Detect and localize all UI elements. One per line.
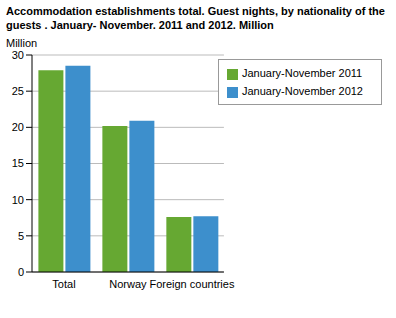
svg-text:0: 0 bbox=[18, 266, 24, 278]
svg-text:Total: Total bbox=[52, 278, 75, 290]
svg-text:25: 25 bbox=[12, 85, 24, 97]
svg-text:10: 10 bbox=[12, 194, 24, 206]
svg-text:30: 30 bbox=[12, 49, 24, 61]
svg-text:Foreign countries: Foreign countries bbox=[149, 278, 234, 290]
svg-text:Norway: Norway bbox=[109, 278, 147, 290]
html-text:January-November 2012: January-November 2012 bbox=[241, 85, 363, 97]
svg-text:20: 20 bbox=[12, 121, 24, 133]
svg-text:15: 15 bbox=[12, 157, 24, 169]
svg-text:5: 5 bbox=[18, 230, 24, 242]
html-text:January-November 2011: January-November 2011 bbox=[241, 67, 363, 79]
html-text:Accommodation establishments t: Accommodation establishments total. Gues… bbox=[6, 5, 385, 31]
html-text:Million: Million bbox=[6, 37, 38, 49]
